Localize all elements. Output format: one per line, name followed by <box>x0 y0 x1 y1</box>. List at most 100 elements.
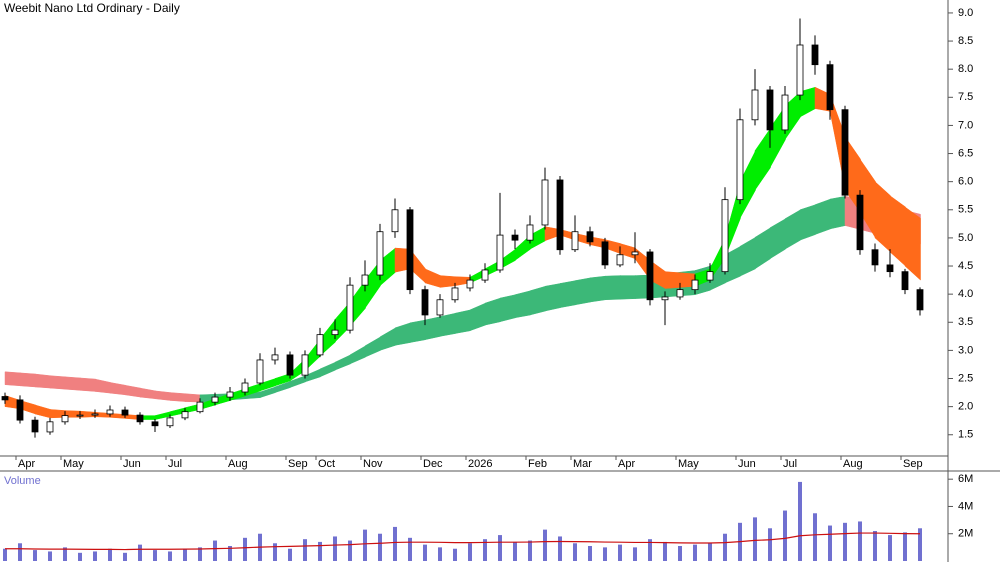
candle-body <box>556 179 564 251</box>
band-segment <box>424 316 441 341</box>
y-tick-label: 2.5 <box>958 372 973 384</box>
band-segment <box>439 275 456 288</box>
x-tick-label: Aug <box>843 458 863 470</box>
volume-bar <box>768 528 772 561</box>
x-tick-label: 2026 <box>468 458 492 470</box>
candle-body <box>466 279 474 289</box>
band-segment <box>589 275 606 303</box>
y-tick-label: 7.5 <box>958 91 973 103</box>
y-tick-label: 4.0 <box>958 288 973 300</box>
x-tick-label: Sep <box>288 458 308 470</box>
candle-body <box>406 209 414 291</box>
band-segment <box>64 376 81 391</box>
volume-bar <box>543 529 547 561</box>
candle-body <box>481 269 489 281</box>
volume-bar <box>498 535 502 561</box>
x-tick-label: Aug <box>228 458 248 470</box>
volume-bar <box>228 546 232 561</box>
y-tick-label: 4M <box>958 500 973 512</box>
band-segment <box>409 319 426 343</box>
volume-average <box>5 532 921 551</box>
volume-bar <box>798 481 802 561</box>
volume-bar <box>813 513 817 561</box>
volume-bar <box>513 541 517 561</box>
band-segment <box>829 195 846 230</box>
candle-body <box>721 199 729 273</box>
volume-bar <box>138 544 142 561</box>
volume-bar <box>333 536 337 561</box>
band-segment <box>19 372 36 388</box>
band-segment <box>904 206 921 281</box>
y-tick-label: 2.0 <box>958 401 973 413</box>
volume-bar <box>468 543 472 561</box>
x-tick-label: Oct <box>318 458 335 470</box>
y-tick-label: 2M <box>958 528 973 540</box>
candle-body <box>691 279 699 291</box>
volume-bar <box>903 532 907 561</box>
candle-body <box>451 287 459 301</box>
candle-body <box>511 234 519 241</box>
y-tick-label: 3.0 <box>958 344 973 356</box>
candle-body <box>391 209 399 233</box>
band-segment <box>754 127 771 191</box>
candle-body <box>661 296 669 301</box>
volume-bar <box>678 546 682 561</box>
candle-body <box>826 64 834 111</box>
candle-body <box>526 224 534 241</box>
candle-body <box>676 289 684 298</box>
volume-bar <box>168 551 172 561</box>
volume-bar <box>708 543 712 561</box>
candle-body <box>781 94 789 131</box>
x-tick-label: Feb <box>528 458 547 470</box>
volume-bar <box>108 548 112 561</box>
volume-bar <box>33 550 37 561</box>
y-tick-label: 9.0 <box>958 7 973 19</box>
candle-body <box>181 411 189 419</box>
band-segment <box>799 204 816 241</box>
y-tick-label: 8.0 <box>958 63 973 75</box>
y-tick-label: 6.0 <box>958 176 973 188</box>
band-segment <box>604 275 621 301</box>
candle-body <box>856 194 864 251</box>
x-tick-label: Mar <box>573 458 592 470</box>
candle-body <box>226 391 234 398</box>
y-tick-label: 4.5 <box>958 260 973 272</box>
candle-body <box>796 44 804 96</box>
band-segment <box>754 227 771 270</box>
band-segment <box>169 392 186 402</box>
volume-bar <box>453 548 457 561</box>
candle-body <box>46 421 54 433</box>
x-tick-label: Jun <box>738 458 756 470</box>
volume-bar <box>873 531 877 561</box>
volume-bar <box>633 547 637 561</box>
y-tick-label: 3.5 <box>958 316 973 328</box>
volume-bar <box>378 533 382 561</box>
y-tick-label: 8.5 <box>958 35 973 47</box>
volume-bar <box>48 551 52 561</box>
band-segment <box>184 393 201 403</box>
volume-bar <box>588 546 592 561</box>
volume-bar <box>618 544 622 561</box>
candle-body <box>586 231 594 243</box>
volume-bar <box>198 547 202 561</box>
x-tick-label: Nov <box>363 458 383 470</box>
candle-body <box>811 44 819 66</box>
volume-bar <box>918 528 922 561</box>
band-segment <box>34 373 51 389</box>
x-tick-label: May <box>678 458 699 470</box>
volume-bar <box>828 525 832 561</box>
candle-body <box>76 414 84 417</box>
band-segment <box>739 236 756 277</box>
x-tick-label: May <box>63 458 84 470</box>
candle-body <box>301 354 309 376</box>
volume-bar <box>888 535 892 561</box>
candle-body <box>166 417 174 427</box>
volume-title: Volume <box>4 475 41 487</box>
candle-body <box>916 289 924 311</box>
volume-bar <box>858 521 862 561</box>
y-tick-label: 5.5 <box>958 204 973 216</box>
band-segment <box>514 290 531 319</box>
candle-body <box>346 284 354 331</box>
volume-bar <box>153 550 157 561</box>
x-tick-label: Apr <box>618 458 635 470</box>
